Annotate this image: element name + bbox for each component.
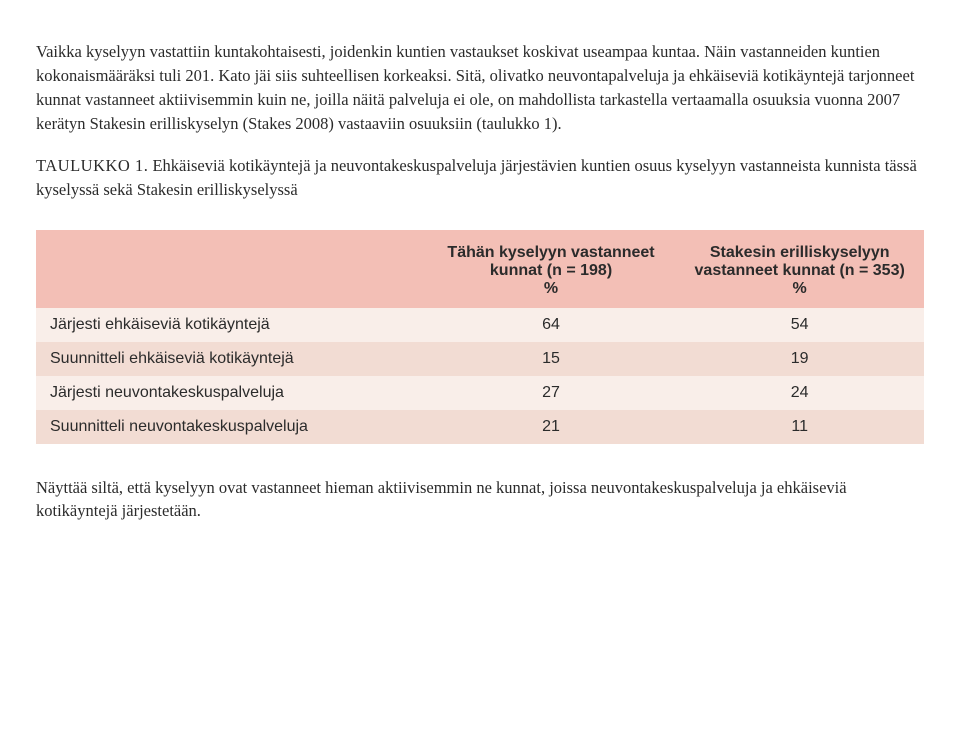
row-value-c2: 11	[675, 410, 924, 444]
row-label: Suunnitteli ehkäiseviä kotikäyntejä	[36, 342, 427, 376]
table-row: Suunnitteli ehkäiseviä kotikäyntejä 15 1…	[36, 342, 924, 376]
col1-line3: %	[544, 280, 558, 297]
row-label: Suunnitteli neuvontakeskuspalveluja	[36, 410, 427, 444]
row-value-c2: 19	[675, 342, 924, 376]
table-caption: TAULUKKO 1. Ehkäiseviä kotikäyntejä ja n…	[36, 154, 924, 202]
col1-line1: Tähän kyselyyn vastanneet	[447, 244, 654, 261]
col2-line3: %	[793, 280, 807, 297]
intro-paragraph: Vaikka kyselyyn vastattiin kuntakohtaise…	[36, 40, 924, 136]
taulukko-1: Tähän kyselyyn vastanneet kunnat (n = 19…	[36, 230, 924, 444]
col2-line2: vastanneet kunnat (n = 353)	[695, 262, 905, 279]
document-page: Vaikka kyselyyn vastattiin kuntakohtaise…	[0, 0, 960, 553]
table-header-col2: Stakesin erilliskyselyyn vastanneet kunn…	[675, 230, 924, 308]
row-value-c1: 15	[427, 342, 676, 376]
row-value-c1: 21	[427, 410, 676, 444]
col2-line1: Stakesin erilliskyselyyn	[710, 244, 890, 261]
table-row: Järjesti neuvontakeskuspalveluja 27 24	[36, 376, 924, 410]
row-label: Järjesti ehkäiseviä kotikäyntejä	[36, 308, 427, 342]
row-label: Järjesti neuvontakeskuspalveluja	[36, 376, 427, 410]
closing-paragraph: Näyttää siltä, että kyselyyn ovat vastan…	[36, 476, 924, 524]
table-row: Järjesti ehkäiseviä kotikäyntejä 64 54	[36, 308, 924, 342]
table-header-row: Tähän kyselyyn vastanneet kunnat (n = 19…	[36, 230, 924, 308]
caption-rest: Ehkäiseviä kotikäyntejä ja neuvontakesku…	[36, 156, 917, 199]
row-value-c2: 24	[675, 376, 924, 410]
col1-line2: kunnat (n = 198)	[490, 262, 612, 279]
row-value-c2: 54	[675, 308, 924, 342]
table-header-blank	[36, 230, 427, 308]
table-row: Suunnitteli neuvontakeskuspalveluja 21 1…	[36, 410, 924, 444]
row-value-c1: 64	[427, 308, 676, 342]
caption-lead: TAULUKKO 1.	[36, 156, 148, 175]
table-header-col1: Tähän kyselyyn vastanneet kunnat (n = 19…	[427, 230, 676, 308]
row-value-c1: 27	[427, 376, 676, 410]
